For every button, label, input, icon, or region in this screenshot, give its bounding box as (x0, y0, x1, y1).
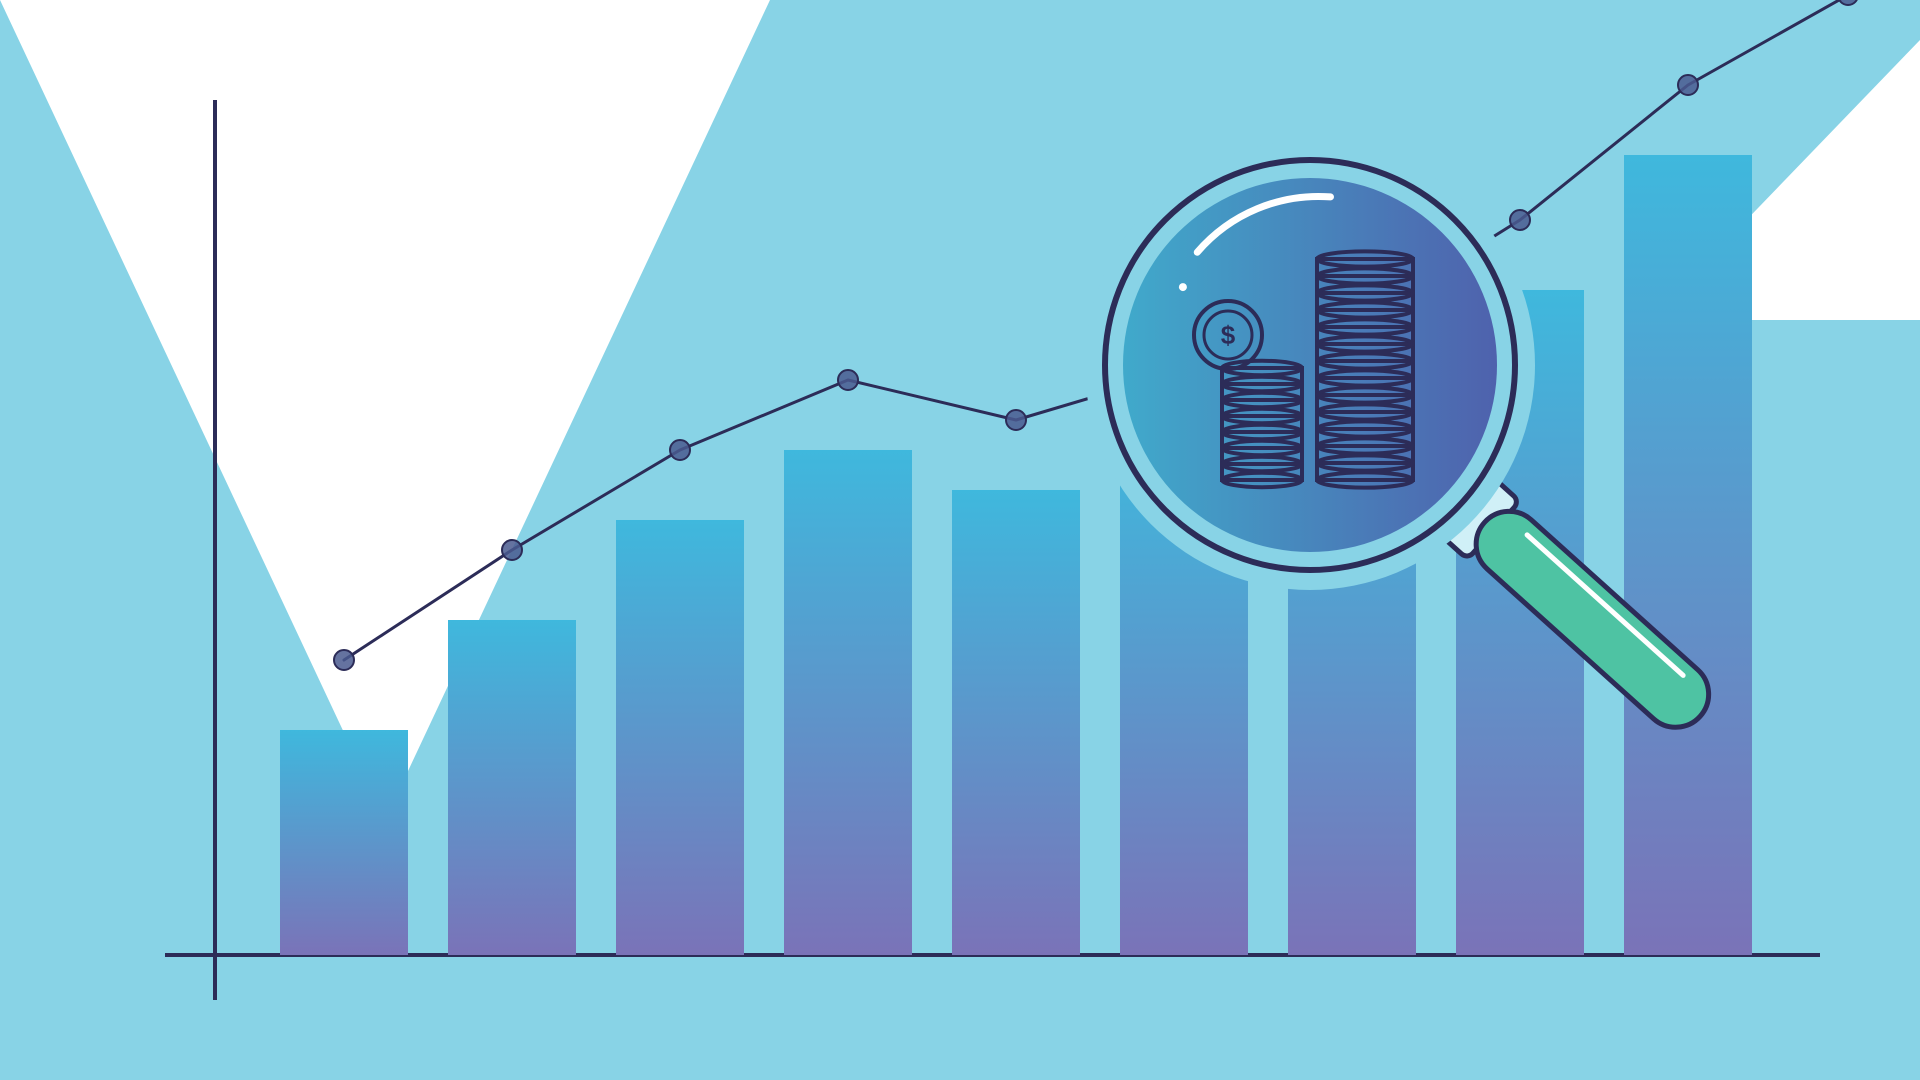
bar (784, 450, 912, 955)
trend-marker (334, 650, 354, 670)
bar (952, 490, 1080, 955)
bar (280, 730, 408, 955)
dollar-sign: $ (1221, 320, 1236, 350)
trend-marker (1838, 0, 1858, 5)
infographic-stage: $ (0, 0, 1920, 1080)
trend-marker (838, 370, 858, 390)
bar (616, 520, 744, 955)
magnifier-glass (1123, 178, 1497, 552)
trend-marker (1006, 410, 1026, 430)
bar (1624, 155, 1752, 955)
trend-marker (502, 540, 522, 560)
bar (448, 620, 576, 955)
trend-marker (1678, 75, 1698, 95)
trend-marker (1510, 210, 1530, 230)
chart-svg: $ (0, 0, 1920, 1080)
trend-marker (670, 440, 690, 460)
